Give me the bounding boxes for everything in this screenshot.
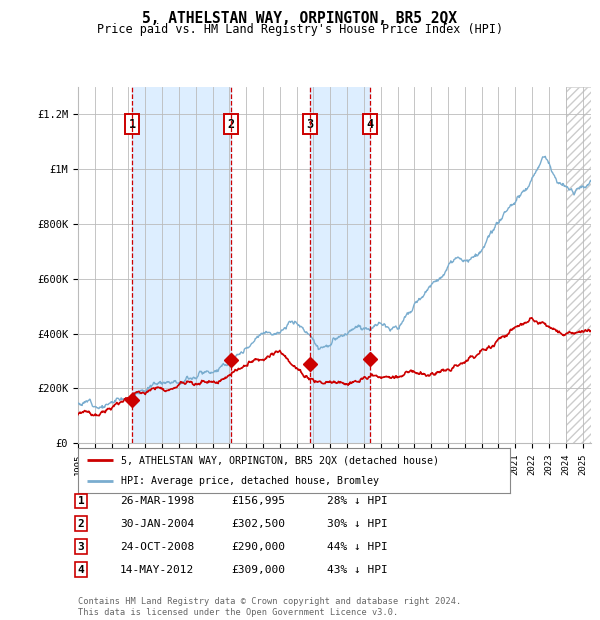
Text: £309,000: £309,000 xyxy=(231,565,285,575)
Text: £302,500: £302,500 xyxy=(231,519,285,529)
Text: 28% ↓ HPI: 28% ↓ HPI xyxy=(327,496,388,506)
Bar xyxy=(310,87,370,443)
Bar xyxy=(566,87,591,443)
Text: 1: 1 xyxy=(77,496,85,506)
Text: 2: 2 xyxy=(227,118,234,131)
Text: Price paid vs. HM Land Registry's House Price Index (HPI): Price paid vs. HM Land Registry's House … xyxy=(97,23,503,36)
Text: 1: 1 xyxy=(129,118,136,131)
Text: 4: 4 xyxy=(77,565,85,575)
Text: 24-OCT-2008: 24-OCT-2008 xyxy=(120,542,194,552)
Text: 30% ↓ HPI: 30% ↓ HPI xyxy=(327,519,388,529)
Text: 26-MAR-1998: 26-MAR-1998 xyxy=(120,496,194,506)
Text: 14-MAY-2012: 14-MAY-2012 xyxy=(120,565,194,575)
Text: £290,000: £290,000 xyxy=(231,542,285,552)
Text: Contains HM Land Registry data © Crown copyright and database right 2024.
This d: Contains HM Land Registry data © Crown c… xyxy=(78,598,461,617)
Bar xyxy=(133,87,231,443)
Text: £156,995: £156,995 xyxy=(231,496,285,506)
Text: 3: 3 xyxy=(307,118,314,131)
Text: 43% ↓ HPI: 43% ↓ HPI xyxy=(327,565,388,575)
Text: 2: 2 xyxy=(77,519,85,529)
Text: HPI: Average price, detached house, Bromley: HPI: Average price, detached house, Brom… xyxy=(121,476,379,486)
Text: 3: 3 xyxy=(77,542,85,552)
Text: 5, ATHELSTAN WAY, ORPINGTON, BR5 2QX: 5, ATHELSTAN WAY, ORPINGTON, BR5 2QX xyxy=(143,11,458,25)
Text: 30-JAN-2004: 30-JAN-2004 xyxy=(120,519,194,529)
Text: 5, ATHELSTAN WAY, ORPINGTON, BR5 2QX (detached house): 5, ATHELSTAN WAY, ORPINGTON, BR5 2QX (de… xyxy=(121,455,439,466)
Text: 44% ↓ HPI: 44% ↓ HPI xyxy=(327,542,388,552)
Text: 4: 4 xyxy=(367,118,374,131)
